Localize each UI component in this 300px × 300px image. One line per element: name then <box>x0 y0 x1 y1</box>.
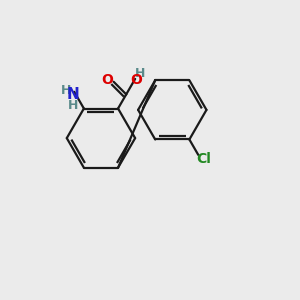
Text: H: H <box>68 99 79 112</box>
Text: H: H <box>135 67 146 80</box>
Text: H: H <box>61 84 71 97</box>
Text: N: N <box>67 87 80 102</box>
Text: O: O <box>102 73 114 87</box>
Text: O: O <box>130 73 142 87</box>
Text: Cl: Cl <box>196 152 211 167</box>
